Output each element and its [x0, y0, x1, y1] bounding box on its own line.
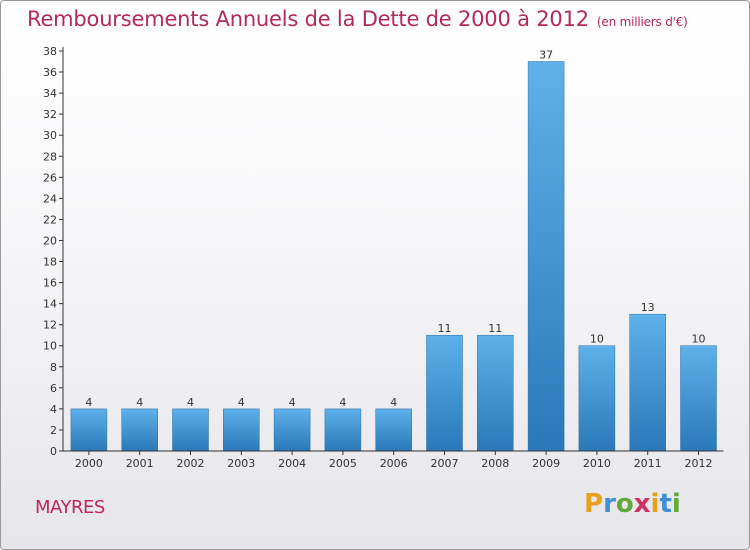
x-tick-label: 2006: [380, 457, 408, 470]
bar-value-label: 4: [289, 396, 296, 409]
bar: [477, 334, 514, 452]
y-tick-label: 4: [50, 403, 57, 416]
y-tick-label: 0: [50, 445, 57, 458]
bar: [375, 408, 412, 452]
y-tick-label: 14: [43, 298, 57, 311]
chart-title-text: Remboursements Annuels de la Dette de 20…: [27, 7, 589, 31]
x-tick-label: 2008: [481, 457, 509, 470]
bar: [578, 345, 616, 452]
brand-letter: t: [659, 489, 672, 519]
y-tick-label: 12: [43, 319, 57, 332]
y-tick-label: 32: [43, 108, 57, 121]
y-tick-label: 20: [43, 234, 57, 247]
bar-value-label: 11: [438, 322, 452, 335]
y-tick-label: 38: [43, 45, 57, 58]
brand-letter: o: [615, 489, 634, 519]
bar-value-label: 37: [539, 49, 553, 62]
x-tick-label: 2010: [583, 457, 611, 470]
brand-letter: x: [633, 489, 651, 519]
y-tick-label: 24: [43, 192, 57, 205]
y-tick-label: 10: [43, 340, 57, 353]
bar-value-label: 13: [641, 301, 655, 314]
bar-value-label: 4: [85, 396, 92, 409]
bar: [172, 408, 209, 452]
y-tick-label: 26: [43, 171, 57, 184]
y-tick-label: 8: [50, 361, 57, 374]
bar-value-label: 4: [238, 396, 245, 409]
bar: [121, 408, 158, 452]
brand-letter: i: [650, 489, 660, 519]
brand-letter: r: [603, 489, 616, 519]
bar-value-label: 10: [692, 333, 706, 346]
y-tick-label: 16: [43, 277, 57, 290]
proxiti-logo: Proxiti: [584, 489, 681, 519]
y-tick-label: 22: [43, 213, 57, 226]
bar: [527, 61, 565, 452]
brand-letter: i: [671, 489, 681, 519]
y-tick-label: 30: [43, 129, 57, 142]
bar: [324, 408, 362, 452]
x-tick-label: 2000: [75, 457, 103, 470]
x-tick-label: 2003: [227, 457, 255, 470]
bar: [273, 408, 311, 452]
y-tick-label: 2: [50, 424, 57, 437]
bar-value-label: 11: [488, 322, 502, 335]
brand-letter: P: [584, 489, 604, 519]
chart-unit-note: (en milliers d'€): [596, 15, 688, 29]
chart-title: Remboursements Annuels de la Dette de 20…: [27, 7, 688, 31]
y-tick-label: 18: [43, 256, 57, 269]
bar: [223, 408, 260, 452]
x-tick-label: 2009: [532, 457, 560, 470]
x-tick-label: 2002: [177, 457, 205, 470]
x-tick-label: 2004: [278, 457, 306, 470]
bar: [70, 408, 108, 452]
y-tick-label: 34: [43, 87, 57, 100]
x-tick-label: 2011: [634, 457, 662, 470]
x-tick-label: 2001: [126, 457, 154, 470]
x-tick-label: 2007: [431, 457, 459, 470]
bar: [629, 313, 666, 452]
commune-name: MAYRES: [35, 497, 105, 518]
bar: [680, 345, 717, 452]
y-tick-label: 36: [43, 66, 57, 79]
bar-value-label: 4: [187, 396, 194, 409]
x-tick-label: 2005: [329, 457, 357, 470]
y-tick-label: 6: [50, 382, 57, 395]
y-tick-label: 28: [43, 150, 57, 163]
bar-value-label: 4: [136, 396, 143, 409]
bar-value-label: 4: [339, 396, 346, 409]
bar-value-label: 4: [390, 396, 397, 409]
bar-value-label: 10: [590, 333, 604, 346]
x-axis: 2000 2001 2002 2003 2004 2005 2006 2007 2008 2009…: [63, 450, 724, 470]
x-tick-label: 2012: [685, 457, 713, 470]
bars: 4 4 4 4 4 4 4 11 11 37 10 13 10: [70, 49, 717, 452]
bar: [426, 334, 463, 452]
